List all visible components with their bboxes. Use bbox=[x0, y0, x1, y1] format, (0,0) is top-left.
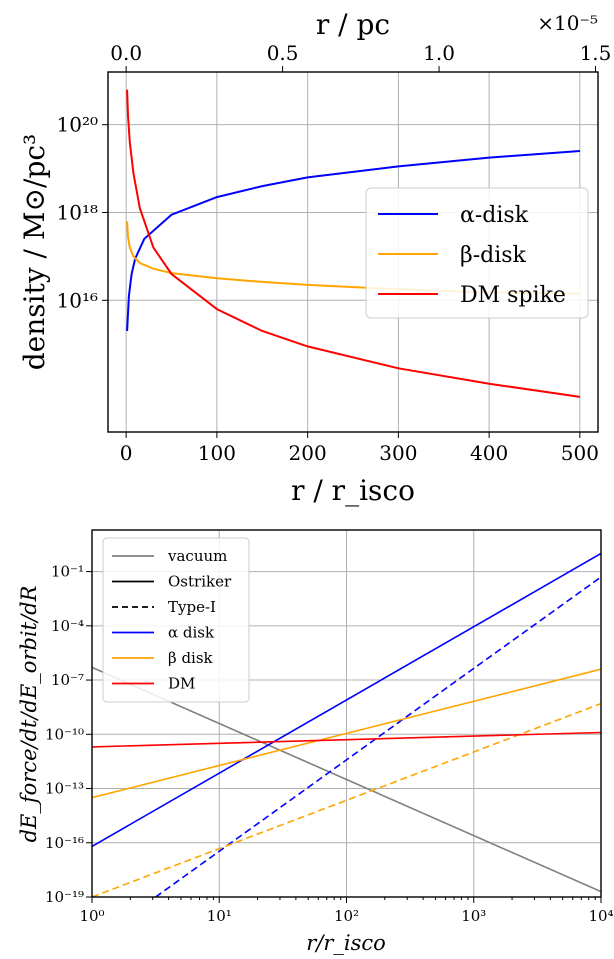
series-line bbox=[92, 731, 601, 748]
y-tick-label: 10⁻⁷ bbox=[51, 671, 84, 689]
legend-label: DM spike bbox=[460, 283, 566, 308]
x-tick-label: 10³ bbox=[461, 907, 486, 925]
x-axis-label: r / r_isco bbox=[291, 474, 415, 507]
x-tick-label: 0 bbox=[120, 441, 133, 465]
energy-chart: 10⁰ 10¹ 10² 10³ 10⁴ 10⁻¹ 10⁻⁴ 10⁻⁷ 10⁻¹⁰ 10⁻¹³ 10⁻… bbox=[17, 529, 614, 955]
legend-label: vacuum bbox=[167, 547, 227, 565]
y-axis-label: dE_force/dt/dE_orbit/dR bbox=[17, 585, 41, 842]
legend-label: α disk bbox=[168, 624, 215, 642]
legend-box bbox=[102, 537, 250, 703]
x-tick-label: 10⁴ bbox=[588, 907, 613, 925]
legend: vacuum Ostriker Type-I α disk β disk DM bbox=[102, 537, 250, 703]
legend-label: β-disk bbox=[460, 243, 527, 268]
x-axis-label: r/r_isco bbox=[306, 931, 386, 955]
x2-tick-label: 1.5 bbox=[580, 41, 612, 65]
legend-label: Type-I bbox=[168, 598, 216, 616]
x2-tick-label: 0.0 bbox=[110, 41, 142, 65]
x-tick-label: 10¹ bbox=[207, 907, 232, 925]
series-line bbox=[126, 150, 580, 332]
legend-box bbox=[365, 187, 589, 319]
x2-axis-label: r / pc bbox=[316, 8, 390, 41]
y-tick-label: 10¹⁸ bbox=[57, 200, 98, 224]
series-line bbox=[92, 668, 601, 799]
y-tick-label: 10⁻¹⁹ bbox=[45, 888, 84, 906]
series-line bbox=[92, 666, 601, 893]
x2-tick-label: 1.0 bbox=[423, 41, 455, 65]
x-tick-label: 400 bbox=[470, 441, 508, 465]
x-tick-label: 300 bbox=[379, 441, 417, 465]
plot-frame bbox=[107, 71, 599, 433]
x-tick-label: 10² bbox=[334, 907, 359, 925]
legend-label: β disk bbox=[168, 649, 214, 667]
legend-label: Ostriker bbox=[168, 573, 232, 591]
series-line bbox=[126, 89, 581, 398]
y-tick-label: 10¹⁶ bbox=[57, 288, 98, 312]
x-tick-label: 10⁰ bbox=[79, 907, 104, 925]
x2-tick-label: 0.5 bbox=[267, 41, 299, 65]
x2-multiplier: ×10⁻⁵ bbox=[537, 11, 598, 35]
legend: α-disk β-disk DM spike bbox=[365, 187, 589, 319]
y-tick-label: 10⁻¹⁰ bbox=[45, 725, 84, 743]
density-chart: 0 100 200 300 400 500 10²⁰ 10¹⁸ 10¹⁶ 0.0 0.5 1.0 1.5… bbox=[18, 8, 611, 507]
x-tick-label: 500 bbox=[561, 441, 599, 465]
y-tick-label: 10²⁰ bbox=[57, 113, 98, 137]
legend-label: DM bbox=[168, 675, 195, 693]
series-line bbox=[92, 702, 601, 897]
y-tick-label: 10⁻⁴ bbox=[51, 617, 84, 635]
plot-area bbox=[92, 552, 601, 897]
legend-label: α-disk bbox=[460, 203, 529, 228]
y-tick-label: 10⁻¹³ bbox=[45, 780, 84, 798]
x-tick-label: 200 bbox=[289, 441, 327, 465]
x-tick-label: 100 bbox=[198, 441, 236, 465]
series-line bbox=[155, 576, 601, 897]
y-axis-label: density / M⊙/pc³ bbox=[18, 134, 51, 371]
series-line bbox=[92, 552, 601, 848]
y-tick-label: 10⁻¹ bbox=[51, 563, 84, 581]
y-tick-label: 10⁻¹⁶ bbox=[45, 834, 84, 852]
plot-frame bbox=[91, 529, 602, 898]
